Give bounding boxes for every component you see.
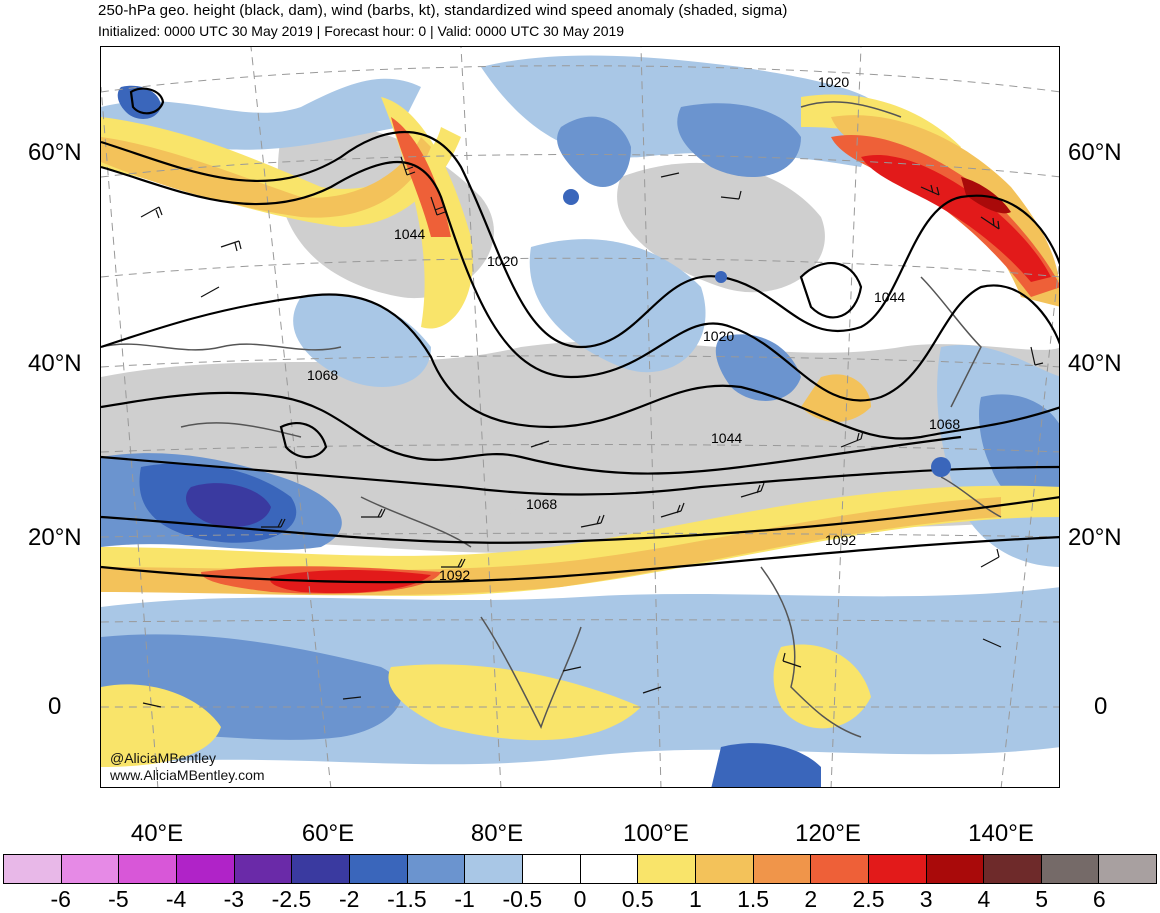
colorbar-swatch [638, 855, 696, 883]
colorbar [3, 854, 1157, 884]
lat-label-left: 0 [48, 693, 62, 720]
colorbar-swatch [580, 855, 639, 883]
lat-label-left: 20°N [28, 524, 82, 551]
colorbar-swatch [1099, 855, 1157, 883]
colorbar-tick-label: 2.5 [852, 886, 885, 912]
colorbar-tick-label: -6 [50, 886, 71, 912]
colorbar-tick-label: 0.5 [621, 886, 654, 912]
colorbar-swatch [1041, 855, 1100, 883]
contour-label: 1068 [526, 496, 557, 512]
colorbar-swatch [234, 855, 293, 883]
colorbar-tick-label: -2 [338, 886, 360, 912]
colorbar-swatch [868, 855, 927, 883]
credit-handle: @AliciaMBentley [110, 750, 217, 766]
colorbar-tick-label: -4 [165, 886, 187, 912]
colorbar-swatch [176, 855, 235, 883]
colorbar-tick-label: -1 [454, 886, 475, 912]
colorbar-swatch [753, 855, 812, 883]
contour-label: 1068 [929, 416, 960, 432]
colorbar-tick-label: -0.5 [502, 886, 543, 912]
purple-anomaly [186, 483, 271, 527]
colorbar-tick-label: -2.5 [271, 886, 312, 912]
colorbar-tick-label: -1.5 [387, 886, 427, 912]
colorbar-tick-label: 3 [919, 886, 933, 912]
colorbar-tick-label: 0 [573, 886, 587, 912]
colorbar-swatch [61, 855, 120, 883]
colorbar-tick-label: -5 [108, 886, 129, 912]
contour-label: 1020 [818, 74, 849, 90]
colorbar-swatch [522, 855, 581, 883]
contour-label: 1020 [487, 253, 518, 269]
map-canvas: 1020 1044 1020 1020 1044 1068 1044 1068 … [101, 47, 1059, 787]
contour-label: 1044 [711, 430, 742, 446]
colorbar-tick-label: -3 [223, 886, 245, 912]
contour-label: 1068 [307, 367, 338, 383]
chart-title: 250-hPa geo. height (black, dam), wind (… [98, 2, 788, 19]
colorbar-swatch [811, 855, 869, 883]
lon-label: 60°E [301, 820, 355, 847]
weather-map: 1020 1044 1020 1020 1044 1068 1044 1068 … [100, 46, 1060, 788]
contour-label: 1092 [825, 532, 856, 548]
lon-label: 120°E [795, 820, 861, 847]
colorbar-tick-label: 6 [1092, 886, 1106, 912]
contour-label: 1044 [874, 289, 905, 305]
colorbar-swatch [984, 855, 1042, 883]
contour-label: 1020 [703, 328, 734, 344]
colorbar-tick-label: 5 [1035, 886, 1048, 912]
small-anomaly-pockets [563, 189, 951, 477]
lat-label-right: 20°N [1068, 524, 1122, 551]
colorbar-swatch [119, 855, 177, 883]
colorbar-tick-label: 2 [804, 886, 818, 912]
wind-barbs [140, 156, 1044, 708]
contour-label-group: 1020 1044 1020 1020 1044 1068 1044 1068 … [307, 74, 960, 583]
lat-label-right: 40°N [1068, 350, 1122, 377]
lon-label: 100°E [623, 820, 689, 847]
credit-website: www.AliciaMBentley.com [110, 767, 265, 783]
lat-label-left: 40°N [28, 350, 82, 377]
colorbar-swatch [4, 855, 62, 883]
colorbar-tick-label: 1 [688, 886, 702, 912]
colorbar-swatch [349, 855, 408, 883]
lon-label: 140°E [968, 820, 1034, 847]
colorbar-swatch [465, 855, 523, 883]
lat-label-right: 0 [1094, 693, 1108, 720]
contour-label: 1092 [439, 567, 470, 583]
lon-label: 80°E [470, 820, 524, 847]
contour-label: 1044 [394, 226, 425, 242]
colorbar-swatch [926, 855, 985, 883]
graticule [101, 47, 1059, 787]
lat-label-left: 60°N [28, 139, 82, 166]
colorbar-swatch [695, 855, 754, 883]
lon-label: 40°E [130, 820, 184, 847]
coastlines [101, 101, 1002, 738]
lat-label-right: 60°N [1068, 139, 1122, 166]
height-contours [101, 87, 1059, 584]
colorbar-swatch [407, 855, 466, 883]
colorbar-tick-label: 4 [977, 886, 991, 912]
colorbar-tick-label: 1.5 [737, 886, 770, 912]
chart-subtitle: Initialized: 0000 UTC 30 May 2019 | Fore… [98, 23, 625, 39]
colorbar-swatch [292, 855, 350, 883]
